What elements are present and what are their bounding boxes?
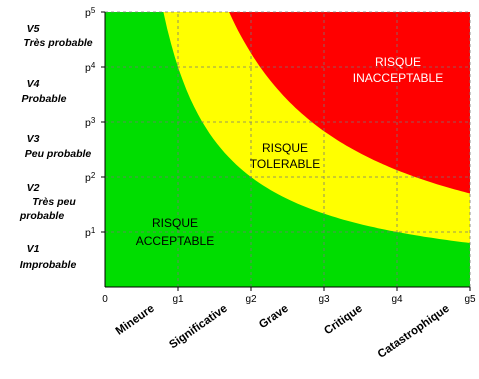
label-inacceptable-line2: INACCEPTABLE [353,71,443,85]
y-label-v1-code: V1 [27,243,40,255]
x-tick-g4: g4 [391,294,403,305]
y-category-labels: V5 Très probable V4 Probable V3 Peu prob… [19,23,93,271]
x-category-significative: Significative [167,303,229,352]
y-tick-p4: p4 [85,61,96,74]
y-label-v5-code: V5 [27,23,40,35]
x-category-grave: Grave [257,303,291,332]
y-tick-p3: p3 [85,116,96,129]
grid [101,11,471,291]
y-tick-p1: p1 [85,226,96,239]
x-tick-g2: g2 [245,294,257,305]
x-tick-g5: g5 [464,294,476,305]
y-tick-p5: p5 [85,6,96,19]
y-label-v2-line2: probable [19,210,64,222]
y-label-v3-name: Peu probable [25,148,92,160]
y-label-v4-name: Probable [22,93,67,105]
x-category-labels: Mineure Significative Grave Critique Cat… [114,303,452,361]
x-category-critique: Critique [322,303,364,338]
y-label-v4-code: V4 [27,78,40,90]
zone-labels: RISQUE ACCEPTABLE RISQUE TOLERABLE RISQU… [136,55,443,248]
y-label-v3-code: V3 [27,133,40,145]
y-label-v2-line1: Très peu [32,196,76,208]
axes [104,12,470,288]
y-ticks: p5 p4 p3 p2 p1 [85,6,96,239]
x-tick-g1: g1 [172,294,184,305]
label-inacceptable-line1: RISQUE [375,55,421,69]
risk-zones [105,12,470,287]
label-acceptable-line1: RISQUE [152,216,198,230]
y-label-v1-name: Improbable [20,259,77,271]
x-ticks: 0 g1 g2 g3 g4 g5 [102,294,476,305]
y-label-v5-name: Très probable [23,37,92,49]
x-tick-0: 0 [102,294,108,305]
label-tolerable-line2: TOLERABLE [250,157,320,171]
y-label-v2-code: V2 [27,182,40,194]
x-category-catastrophique: Catastrophique [376,303,452,361]
x-tick-g3: g3 [318,294,330,305]
y-tick-p2: p2 [85,171,96,184]
x-category-mineure: Mineure [114,303,157,338]
label-tolerable-line1: RISQUE [262,141,308,155]
inacceptable-zone [229,12,470,194]
label-acceptable-line2: ACCEPTABLE [136,234,214,248]
